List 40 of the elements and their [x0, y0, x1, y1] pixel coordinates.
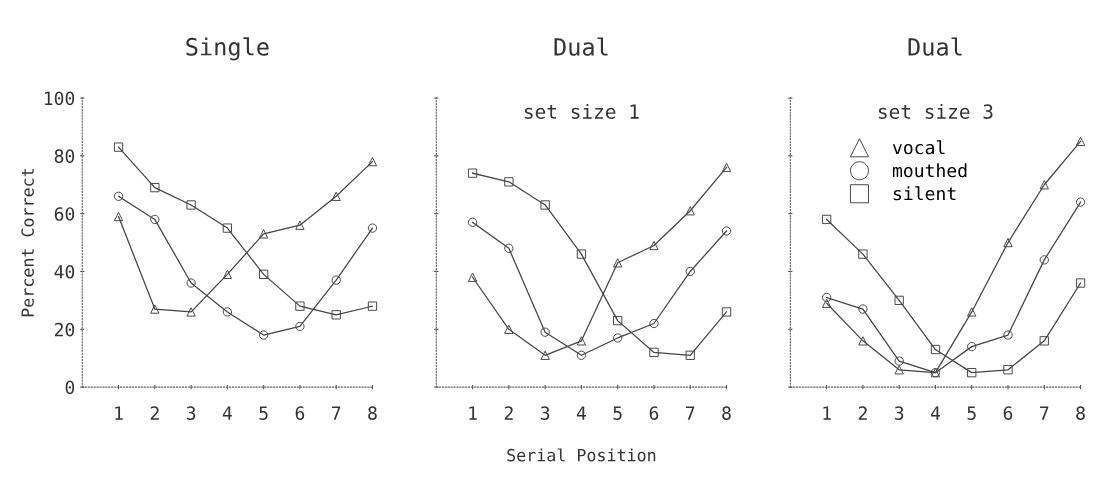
y-tick-label: 20 [54, 322, 75, 337]
x-tick-label: 3 [540, 406, 550, 420]
x-tick-label: 2 [504, 406, 513, 420]
x-tick-label: 1 [115, 406, 123, 420]
legend-label: vocal [892, 140, 945, 155]
x-tick-label: 4 [576, 406, 586, 420]
x-tick-label: 8 [368, 406, 377, 420]
x-tick-label: 6 [1003, 406, 1013, 420]
x-axis-title: Serial Position [507, 448, 656, 462]
chart-title: Single [186, 37, 269, 61]
x-tick-label: 2 [858, 406, 867, 420]
chart-subtitle: set size 1 [524, 103, 639, 119]
y-tick-label: 60 [54, 207, 75, 221]
legend-label: silent [893, 186, 956, 201]
x-tick-label: 7 [686, 406, 695, 420]
y-tick-label: 100 [44, 91, 75, 106]
x-tick-label: 4 [222, 406, 232, 420]
chart-title: Dual [554, 37, 608, 56]
x-tick-label: 6 [649, 406, 659, 420]
x-tick-label: 1 [469, 406, 477, 420]
x-tick-label: 3 [894, 406, 904, 420]
x-tick-label: 2 [150, 406, 159, 420]
y-tick-label: 80 [54, 149, 75, 163]
x-tick-label: 5 [967, 406, 976, 420]
x-tick-label: 5 [613, 406, 622, 420]
y-tick-label: 40 [54, 264, 75, 279]
x-tick-label: 8 [1076, 406, 1085, 420]
chart-title: Dual [908, 37, 962, 56]
x-tick-label: 7 [1040, 406, 1049, 420]
x-tick-label: 7 [331, 406, 341, 420]
chart-subtitle: set size 3 [878, 103, 993, 119]
y-tick-label: 0 [65, 380, 75, 395]
x-tick-label: 6 [295, 406, 305, 420]
legend-label: mouthed [892, 163, 967, 178]
x-tick-label: 3 [186, 406, 196, 420]
y-axis-title: Percent Correct [21, 168, 34, 317]
x-tick-label: 4 [930, 406, 941, 420]
x-tick-label: 5 [259, 406, 268, 420]
x-tick-label: 8 [722, 406, 731, 420]
x-tick-label: 1 [823, 406, 831, 420]
